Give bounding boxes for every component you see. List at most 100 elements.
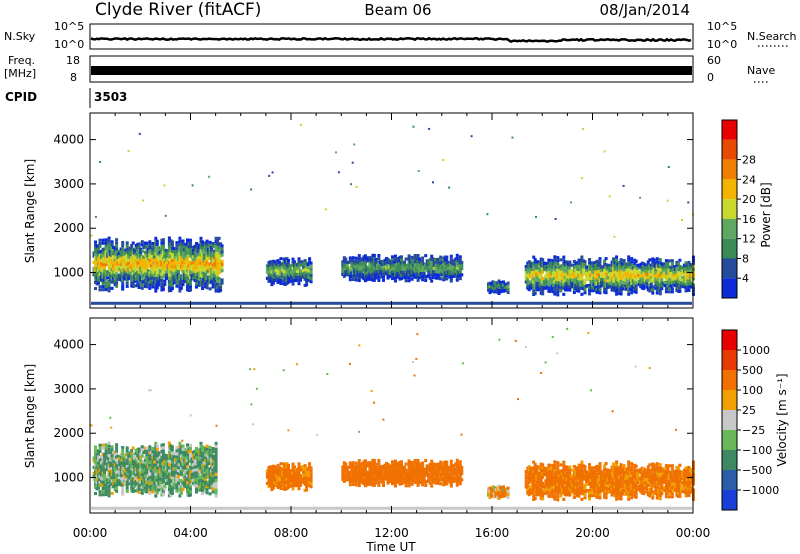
velocity-echo-cell	[139, 462, 143, 466]
power-echo-cell	[594, 276, 597, 280]
power-echo-cell	[682, 285, 686, 289]
power-echo-cell	[106, 270, 110, 274]
power-echo-cell	[107, 239, 111, 243]
power-echo-cell	[395, 257, 399, 261]
power-echo-cell	[449, 254, 453, 258]
velocity-echo-cell	[581, 486, 585, 490]
cpid-value: 3503	[94, 90, 127, 104]
power-echo-cell	[119, 278, 123, 282]
power-echo-cell	[100, 277, 103, 281]
power-echo-cell	[198, 258, 201, 262]
velocity-echo-cell	[100, 464, 103, 468]
velocity-echo-cell	[400, 472, 403, 476]
power-echo-cell	[502, 283, 505, 287]
velocity-echo-cell	[158, 483, 162, 487]
power-echo-cell	[104, 238, 108, 242]
power-echo-cell	[163, 279, 167, 283]
velocity-echo-cell	[572, 464, 576, 468]
power-echo-cell	[121, 241, 125, 245]
velocity-echo-cell	[121, 489, 125, 493]
power-echo-cell	[628, 268, 632, 272]
power-echo-cell	[186, 257, 189, 261]
velocity-echo-cell	[98, 490, 102, 494]
power-echo-cell	[559, 289, 563, 293]
velocity-echo-cell	[293, 465, 296, 469]
power-echo-cell	[104, 288, 108, 292]
power-echo-cell	[178, 236, 182, 240]
power-echo-cell	[97, 281, 100, 285]
velocity-echo-cell	[179, 491, 183, 495]
velocity-echo-cell	[195, 487, 198, 491]
velocity-echo-cell	[541, 484, 545, 488]
velocity-echo-cell	[556, 495, 560, 499]
velocity-echo-cell	[407, 462, 411, 466]
velocity-echo-cell	[199, 475, 203, 479]
power-echo-cell	[139, 263, 143, 267]
power-echo-cell	[217, 277, 221, 281]
velocity-echo-cell	[503, 490, 507, 494]
velocity-echo-cell	[195, 484, 198, 488]
power-echo-cell	[205, 242, 209, 246]
power-echo-cell	[604, 291, 608, 295]
velocity-echo-cell	[427, 478, 431, 482]
power-echo-cell	[497, 285, 501, 289]
power-echo-cell	[636, 266, 640, 270]
velocity-echo-cell	[179, 454, 183, 458]
velocity-echo-cell	[391, 460, 394, 464]
power-echo-cell	[572, 259, 576, 263]
power-echo-cell	[541, 279, 545, 283]
velocity-echo-cell	[201, 451, 205, 455]
power-echo-cell	[658, 258, 662, 262]
velocity-echo-cell	[139, 452, 143, 456]
velocity-echo-cell	[539, 487, 543, 491]
velocity-echo-cell	[541, 472, 545, 476]
power-echo-cell	[112, 255, 116, 259]
velocity-echo-cell	[568, 471, 572, 475]
power-echo-cell	[548, 258, 552, 262]
velocity-echo-cell	[351, 461, 355, 465]
velocity-echo-cell	[413, 459, 417, 463]
power-echo-cell	[648, 289, 652, 293]
power-echo-cell	[137, 282, 141, 286]
power-echo-cell	[661, 282, 665, 286]
velocity-echo-cell	[424, 459, 428, 463]
velocity-echo-cell	[199, 485, 203, 489]
velocity-echo-cell	[344, 462, 348, 466]
power-echo-cell	[667, 287, 671, 291]
velocity-echo-cell	[280, 470, 284, 474]
power-echo-cell	[678, 289, 682, 293]
power-echo-cell	[556, 293, 560, 297]
power-echo-cell	[642, 271, 646, 275]
velocity-echo-cell	[154, 451, 158, 455]
power-echo-cell	[220, 244, 224, 248]
velocity-echo-cell	[377, 459, 381, 463]
power-echo-cell	[439, 258, 443, 262]
velocity-echo-cell	[400, 469, 403, 473]
power-echo-cell	[374, 260, 378, 264]
power-echo-cell	[637, 270, 641, 274]
velocity-echo-cell	[190, 476, 194, 480]
power-echo-cell	[648, 258, 652, 262]
velocity-echo-cell	[297, 487, 301, 491]
velocity-echo-cell	[199, 482, 203, 486]
power-echo-cell	[687, 288, 691, 292]
velocity-echo-cell	[562, 497, 566, 501]
power-echo-cell	[273, 260, 277, 264]
power-echo-cell	[577, 277, 581, 281]
power-echo-cell	[392, 260, 396, 264]
power-echo-cell	[455, 253, 459, 257]
velocity-echo-cell	[360, 471, 364, 475]
velocity-echo-cell	[452, 479, 456, 483]
velocity-echo-cell	[581, 470, 585, 474]
power-echo-cell	[646, 260, 650, 264]
velocity-echo-cell	[544, 491, 548, 495]
velocity-echo-cell	[452, 473, 456, 477]
velocity-echo-cell	[410, 464, 414, 468]
power-echo-cell	[622, 265, 626, 269]
power-echo-cell	[211, 279, 215, 283]
velocity-echo-cell	[581, 492, 585, 496]
power-echo-cell	[446, 267, 450, 271]
velocity-echo-cell	[175, 489, 179, 493]
power-echo-cell	[216, 279, 220, 283]
velocity-echo-cell	[155, 444, 159, 448]
